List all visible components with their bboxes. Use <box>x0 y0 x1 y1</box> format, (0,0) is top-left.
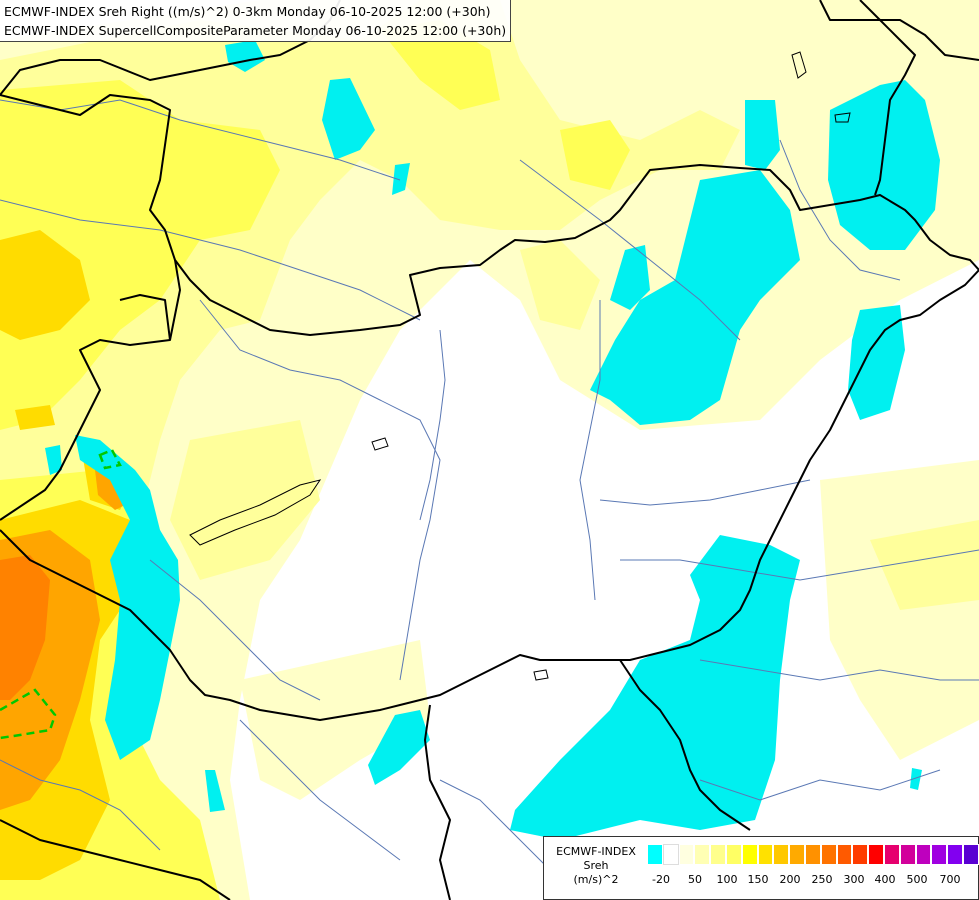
legend-swatch <box>868 844 884 865</box>
legend-swatch <box>789 844 805 865</box>
scp-contours <box>0 448 122 740</box>
legend-model: ECMWF-INDEX <box>556 845 636 858</box>
legend-swatch <box>852 844 869 865</box>
color-legend: ECMWF-INDEX Sreh (m/s)^2 -20 50 100 150 200 2… <box>543 836 979 900</box>
map-title: ECMWF-INDEX Sreh Right ((m/s)^2) 0-3km M… <box>0 0 512 42</box>
legend-swatch <box>820 844 837 865</box>
legend-swatch <box>883 844 900 865</box>
title-line-1: ECMWF-INDEX Sreh Right ((m/s)^2) 0-3km M… <box>4 4 491 19</box>
legend-tick-label: -20 <box>652 873 670 886</box>
legend-swatch <box>899 844 916 865</box>
legend-tick-label: 500 <box>906 873 928 886</box>
legend-tick-label: 250 <box>811 873 833 886</box>
legend-swatch <box>931 844 948 865</box>
legend-swatch <box>836 844 853 865</box>
legend-tick-label: 700 <box>939 873 961 886</box>
sreh-field-dark-orange <box>0 555 50 700</box>
lake-balaton <box>189 479 322 546</box>
legend-swatch <box>662 844 679 865</box>
legend-tick-label: 50 <box>688 873 702 886</box>
legend-swatch <box>947 844 963 865</box>
legend-swatch <box>647 844 663 865</box>
legend-tick-label: 400 <box>874 873 896 886</box>
legend-title: ECMWF-INDEX Sreh (m/s)^2 <box>546 845 646 887</box>
legend-tick-label: 300 <box>843 873 865 886</box>
sreh-field-negative <box>45 40 940 840</box>
legend-swatch <box>804 844 821 865</box>
legend-swatches <box>647 844 979 865</box>
legend-param: Sreh <box>583 859 609 872</box>
legend-tick-label: 200 <box>779 873 801 886</box>
legend-swatch <box>710 844 726 865</box>
legend-swatch <box>915 844 932 865</box>
legend-swatch <box>773 844 790 865</box>
title-line-2: ECMWF-INDEX SupercellCompositeParameter … <box>4 23 507 38</box>
legend-swatch <box>962 844 979 865</box>
legend-unit: (m/s)^2 <box>573 873 619 886</box>
legend-tick-label: 100 <box>716 873 738 886</box>
legend-ticks: -20 50 100 150 200 250 300 400 500 700 <box>647 873 977 889</box>
legend-swatch <box>678 844 695 865</box>
legend-swatch <box>725 844 742 865</box>
lakes <box>189 51 851 681</box>
legend-tick-label: 150 <box>747 873 769 886</box>
legend-swatch <box>741 844 758 865</box>
legend-swatch <box>757 844 774 865</box>
rivers <box>0 99 979 881</box>
legend-swatch <box>694 844 711 865</box>
